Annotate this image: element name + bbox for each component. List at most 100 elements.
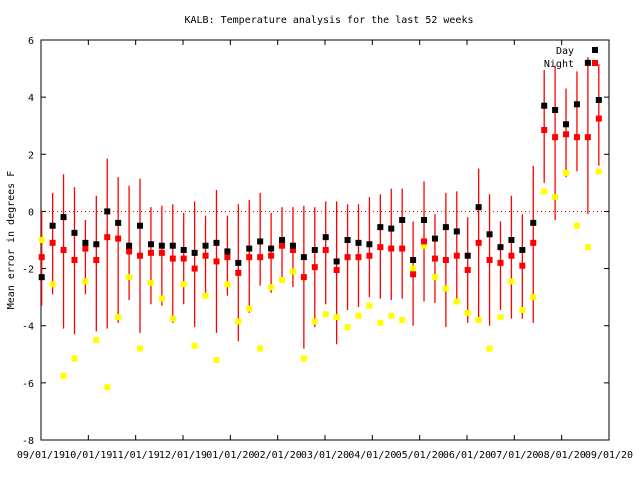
yellow-point [49,281,56,288]
x-tick-label: 07/01/20 [490,450,538,461]
night-point [82,245,89,252]
x-tick-label: 06/01/20 [443,450,491,461]
night-point [268,252,275,259]
night-point [71,257,78,263]
day-point [344,237,351,243]
yellow-point [552,194,559,201]
day-point [563,121,570,128]
day-point [224,248,231,255]
day-point [246,245,253,252]
day-point [289,242,296,249]
yellow-point [333,314,340,321]
y-tick-label: -4 [22,322,34,333]
night-point [530,239,537,246]
night-point [191,265,198,272]
night-point [279,242,286,249]
night-point [213,258,220,265]
night-point [224,254,231,261]
yellow-point [180,281,187,288]
night-point [169,255,176,262]
night-point [399,245,406,252]
yellow-point [202,292,209,299]
x-tick-label: 03/01/20 [301,450,349,461]
yellow-point [508,278,515,285]
night-point [126,248,133,255]
day-point [115,219,122,226]
yellow-point [126,274,133,281]
night-point [246,254,253,261]
yellow-point [169,315,176,322]
yellow-point [453,298,460,305]
night-point [595,115,602,122]
day-point [137,222,144,229]
night-point [573,134,580,141]
night-point [322,247,329,253]
night-point [257,254,264,261]
yellow-point [147,279,154,286]
day-point [213,239,220,246]
yellow-point [268,284,275,291]
day-point [464,252,471,259]
yellow-point [279,277,286,283]
night-point [475,239,482,246]
yellow-point [355,312,362,319]
x-tick-label: 04/01/20 [348,450,396,461]
night-point [93,257,100,263]
day-point [519,247,526,253]
day-point [497,244,504,251]
x-tick-label: 12/01/19 [159,450,207,461]
yellow-point [137,345,144,352]
legend: Day Night [544,46,598,70]
day-point [82,239,89,246]
legend-marker-day [592,47,598,53]
night-point [158,249,165,256]
day-point [431,235,438,242]
y-tick-label: -6 [22,379,34,390]
night-point [421,238,428,245]
day-point [388,225,395,232]
legend-label-night: Night [544,59,574,70]
night-point [38,254,45,261]
yellow-point [71,355,78,362]
day-point [300,254,307,261]
y-tick-label: 2 [28,150,34,161]
yellow-point [399,317,406,323]
day-point [453,228,460,235]
yellow-point [158,295,165,302]
night-point [311,264,318,271]
night-point [497,259,504,266]
yellow-point [311,318,318,325]
night-point [60,247,67,253]
day-point [202,242,209,249]
y-tick-label: -8 [22,436,34,447]
night-point [410,271,417,278]
x-tick-label: 02/01/20 [254,450,302,461]
day-point [268,245,275,252]
day-point [355,239,362,246]
yellow-point [60,372,67,379]
day-point [421,217,428,223]
night-point [519,262,526,269]
night-point [104,234,111,241]
day-point [147,241,154,248]
day-point [410,257,417,263]
day-point [38,274,45,281]
yellow-point [300,355,307,362]
x-tick-label: 08/01/20 [538,450,586,461]
y-tick-label: 6 [28,36,34,47]
yellow-point [191,342,198,349]
day-point [573,101,580,108]
day-point [257,238,264,245]
yellow-point [584,244,591,251]
day-point [60,214,67,221]
x-tick-label: 01/01/20 [206,450,254,461]
night-point [563,131,570,138]
night-point [464,267,471,273]
yellow-point [442,285,449,292]
night-point [180,255,187,262]
day-point [235,259,242,266]
day-point [322,234,329,241]
yellow-point [344,324,351,331]
night-point [486,257,493,263]
